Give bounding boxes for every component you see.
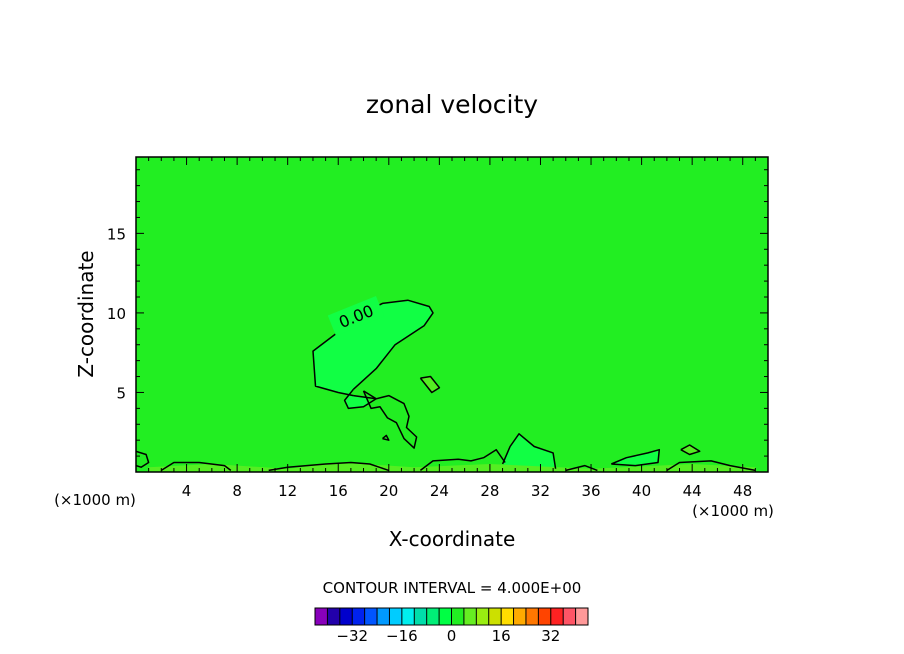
contour-line — [343, 388, 377, 410]
x-unit-right: (×1000 m) — [692, 502, 774, 520]
contour-line — [666, 460, 756, 472]
x-tick-label: 32 — [531, 482, 550, 500]
x-tick-label: 24 — [430, 482, 449, 500]
contour-lines — [136, 299, 756, 472]
x-tick-label: 28 — [480, 482, 499, 500]
chart-title: zonal velocity — [366, 90, 538, 119]
colorbar-swatch — [451, 608, 465, 625]
x-tick-label: 36 — [581, 482, 600, 500]
contour-line — [136, 450, 150, 468]
x-tick-label: 4 — [182, 482, 192, 500]
colorbar-swatch — [414, 608, 427, 625]
contour-line — [419, 375, 441, 394]
contour-line — [160, 461, 232, 472]
colorbar-swatch — [401, 608, 415, 625]
colorbar-swatch — [476, 608, 490, 625]
y-tick-label: 15 — [107, 225, 126, 243]
x-tick-label: 44 — [683, 482, 702, 500]
colorbar-swatch — [488, 608, 502, 625]
x-tick-label: 16 — [329, 482, 348, 500]
colorbar-swatch — [563, 608, 576, 625]
colorbar — [314, 607, 589, 626]
x-unit-left: (×1000 m) — [54, 491, 136, 509]
colorbar-frame — [314, 607, 589, 626]
x-tick-label: 40 — [632, 482, 651, 500]
region-blob-x22 — [420, 376, 440, 393]
y-axis-label: Z-coordinate — [74, 250, 98, 377]
colorbar-swatch — [513, 608, 527, 625]
colorbar-tick-label: −16 — [386, 627, 418, 645]
x-tick-label: 48 — [733, 482, 752, 500]
colorbar-swatch — [327, 608, 341, 625]
x-tick-label: 8 — [232, 482, 242, 500]
contour-line — [565, 464, 598, 472]
colorbar-tick-label: 16 — [492, 627, 511, 645]
contour-line — [362, 390, 418, 449]
x-axis-label: X-coordinate — [389, 527, 516, 551]
colorbar-swatch — [377, 608, 390, 625]
colorbar-swatch — [463, 608, 477, 625]
colorbar-tick-labels: −32 −16 0 16 32 — [336, 627, 560, 645]
axis-ticks — [136, 157, 768, 472]
contour-line — [312, 299, 434, 397]
contour-line — [419, 448, 506, 471]
contour-line — [501, 433, 557, 469]
colorbar-tick-label: 32 — [541, 627, 560, 645]
region-positive-core — [313, 300, 433, 409]
colorbar-swatch — [364, 608, 378, 625]
contour-line — [382, 434, 390, 441]
colorbar-swatch — [315, 608, 328, 625]
x-tick-label: 12 — [278, 482, 297, 500]
y-tick-labels: 5 10 15 — [107, 225, 126, 402]
colorbar-swatch — [501, 608, 514, 625]
colorbar-swatch — [538, 608, 552, 625]
contour-interval-text: CONTOUR INTERVAL = 4.000E+00 — [323, 579, 582, 597]
colorbar-swatch — [550, 608, 564, 625]
contour-label-mask — [327, 296, 385, 336]
colorbar-swatch — [426, 608, 440, 625]
colorbar-tick-label: −32 — [336, 627, 368, 645]
plot-background — [136, 157, 768, 472]
y-tick-label: 10 — [107, 305, 126, 323]
colorbar-swatch — [352, 608, 365, 625]
x-tick-label: 20 — [379, 482, 398, 500]
colorbar-tick-label: 0 — [447, 627, 457, 645]
contour-line — [611, 448, 661, 467]
colorbar-swatch — [575, 608, 589, 625]
region-bump-x30 — [502, 433, 556, 469]
x-tick-labels: 4 8 12 16 20 24 28 32 36 40 44 48 — [182, 482, 752, 500]
colorbar-swatch — [339, 608, 353, 625]
region-lower-lobe — [363, 390, 417, 449]
colorbar-swatch — [525, 608, 539, 625]
colorbar-swatch — [389, 608, 403, 625]
y-tick-label: 5 — [116, 384, 126, 402]
colorbar-swatch — [439, 608, 452, 625]
contour-line — [680, 444, 701, 456]
